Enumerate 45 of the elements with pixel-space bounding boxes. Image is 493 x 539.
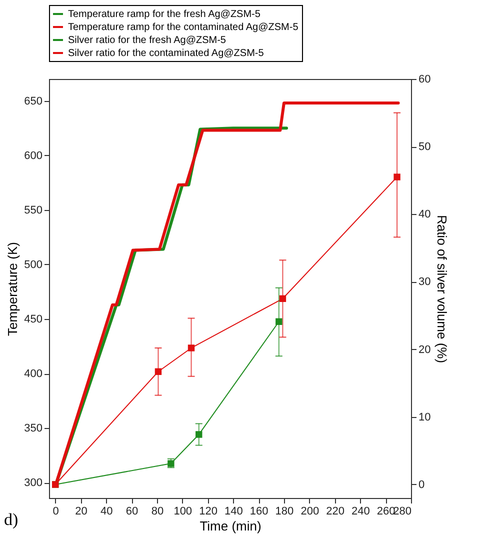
point <box>196 431 202 438</box>
x-tick-label: 40 <box>100 506 113 518</box>
x-tick-label: 220 <box>326 506 344 518</box>
y-tick-label: 300 <box>24 477 42 490</box>
x-tick-label: 80 <box>151 506 164 518</box>
point <box>154 368 162 375</box>
y-tick-label: 400 <box>24 368 42 380</box>
y-tick-label: 600 <box>24 150 42 162</box>
y-tick-label: 350 <box>24 422 42 435</box>
y2-tick-label: 60 <box>418 74 431 86</box>
x-tick-label: 260 <box>376 506 396 518</box>
y2-tick-label: 10 <box>418 411 431 424</box>
point <box>276 318 282 325</box>
x-tick-label: 180 <box>275 506 294 518</box>
y-tick-label: 450 <box>24 314 42 326</box>
y2-tick-label: 40 <box>418 208 431 221</box>
x-tick-label: 280 <box>393 506 412 518</box>
point <box>188 344 195 352</box>
y2-axis-title: Ratio of silver volume (%) <box>434 214 450 364</box>
y-axis-title: Temperature (K) <box>5 242 20 336</box>
x-tick-label: 120 <box>199 506 218 518</box>
y2-tick-label: 50 <box>418 141 431 154</box>
y-tick-label: 650 <box>24 95 42 108</box>
text: d) <box>4 510 18 530</box>
x-tick-label: 200 <box>300 506 320 518</box>
point <box>168 460 174 467</box>
y2-tick-label: 0 <box>418 478 425 491</box>
y-tick-label: 550 <box>24 204 42 216</box>
x-tick-label: 0 <box>52 506 59 518</box>
x-tick-label: 140 <box>224 506 243 518</box>
x-axis-title: Time (min) <box>200 518 262 534</box>
point <box>279 295 286 302</box>
x-tick-label: 60 <box>126 506 138 518</box>
x-tick-label: 240 <box>352 506 370 518</box>
legend-label: Silver ratio for the fresh Ag@ZSM-5 <box>68 35 226 46</box>
point <box>394 174 400 180</box>
y-tick-label: 500 <box>24 258 42 271</box>
y2-tick-label: 30 <box>418 276 431 288</box>
legend-label: Silver ratio for the contaminated Ag@ZSM-5 <box>68 48 264 59</box>
y2-tick-label: 20 <box>418 344 431 356</box>
x-tick-label: 160 <box>250 506 268 518</box>
x-tick-label: 20 <box>75 506 88 518</box>
x-tick-label: 100 <box>174 506 192 518</box>
legend-label: Temperature ramp for the contaminated Ag@ZSM-5 <box>68 22 299 33</box>
legend-label: Temperature ramp for the fresh Ag@ZSM-5 <box>68 9 261 20</box>
